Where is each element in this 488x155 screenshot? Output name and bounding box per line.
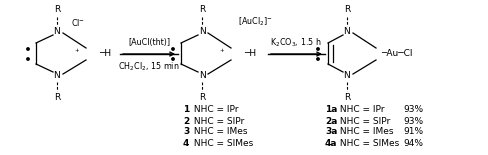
Circle shape [27, 48, 29, 50]
Text: Cl$^{-}$: Cl$^{-}$ [71, 16, 85, 27]
Text: NHC = IMes: NHC = IMes [337, 128, 393, 137]
Text: N: N [199, 71, 205, 80]
Text: NHC = IPr: NHC = IPr [191, 106, 239, 115]
Text: N: N [199, 27, 205, 36]
Text: 93%: 93% [403, 117, 423, 126]
Text: N: N [54, 71, 61, 80]
Text: [AuCl(tht)]: [AuCl(tht)] [128, 38, 170, 47]
Circle shape [317, 58, 319, 60]
Text: N: N [344, 71, 350, 80]
Text: 91%: 91% [403, 128, 423, 137]
Text: $^{+}$: $^{+}$ [219, 47, 225, 57]
Text: 2a: 2a [325, 117, 337, 126]
Text: [AuCl$_2$]$^{-}$: [AuCl$_2$]$^{-}$ [238, 16, 273, 28]
Text: K$_2$CO$_3$, 1.5 h: K$_2$CO$_3$, 1.5 h [270, 37, 322, 49]
Text: ─H: ─H [244, 49, 256, 58]
Text: R: R [54, 93, 60, 102]
Circle shape [317, 48, 319, 50]
Text: 2: 2 [183, 117, 189, 126]
Text: NHC = IPr: NHC = IPr [337, 106, 385, 115]
Text: $^{+}$: $^{+}$ [74, 47, 80, 57]
Text: 1a: 1a [325, 106, 337, 115]
Circle shape [27, 58, 29, 60]
Text: N: N [344, 27, 350, 36]
Text: R: R [54, 5, 60, 15]
Text: 94%: 94% [403, 139, 423, 148]
Circle shape [172, 48, 174, 50]
Text: R: R [199, 93, 205, 102]
Text: R: R [344, 5, 350, 15]
Circle shape [172, 58, 174, 60]
Text: 4: 4 [183, 139, 189, 148]
Text: NHC = SIMes: NHC = SIMes [337, 139, 399, 148]
Text: N: N [54, 27, 61, 36]
Text: NHC = IMes: NHC = IMes [191, 128, 247, 137]
Text: ─H: ─H [99, 49, 111, 58]
Text: ─Au─Cl: ─Au─Cl [381, 49, 413, 58]
Text: CH$_2$Cl$_2$, 15 min: CH$_2$Cl$_2$, 15 min [118, 61, 180, 73]
Text: 93%: 93% [403, 106, 423, 115]
Text: 1: 1 [183, 106, 189, 115]
Text: 3: 3 [183, 128, 189, 137]
Text: 3a: 3a [325, 128, 337, 137]
Text: NHC = SIPr: NHC = SIPr [337, 117, 390, 126]
Text: NHC = SIPr: NHC = SIPr [191, 117, 244, 126]
Text: 4a: 4a [325, 139, 338, 148]
Text: NHC = SIMes: NHC = SIMes [191, 139, 253, 148]
Text: R: R [344, 93, 350, 102]
Text: R: R [199, 5, 205, 15]
